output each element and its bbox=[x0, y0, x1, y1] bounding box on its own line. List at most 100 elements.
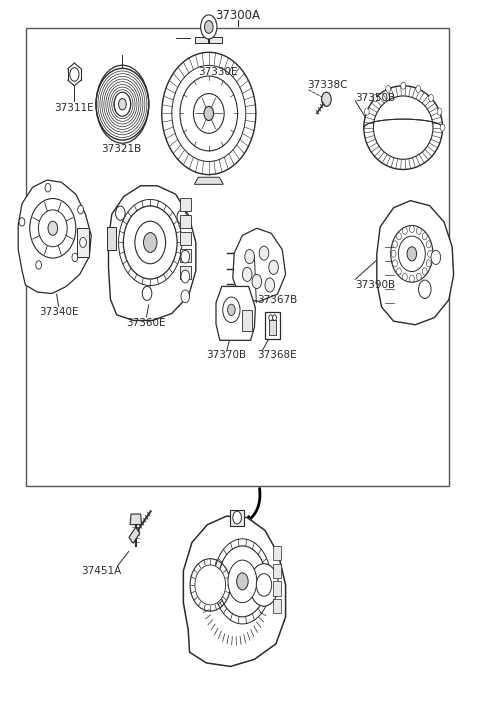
Circle shape bbox=[426, 241, 431, 248]
Bar bbox=[180, 215, 191, 228]
Text: 37311E: 37311E bbox=[55, 103, 94, 113]
Text: 37360E: 37360E bbox=[127, 318, 166, 328]
Ellipse shape bbox=[195, 565, 226, 605]
Circle shape bbox=[144, 233, 157, 252]
Circle shape bbox=[422, 233, 427, 240]
Bar bbox=[107, 227, 116, 250]
Text: 37390B: 37390B bbox=[355, 280, 396, 290]
Circle shape bbox=[181, 270, 190, 283]
Circle shape bbox=[422, 268, 427, 275]
Bar bbox=[269, 320, 276, 335]
Polygon shape bbox=[129, 527, 140, 543]
Circle shape bbox=[72, 253, 78, 262]
Circle shape bbox=[233, 511, 241, 524]
Circle shape bbox=[252, 274, 262, 289]
Text: 37330E: 37330E bbox=[199, 67, 238, 77]
Text: 37340E: 37340E bbox=[39, 307, 78, 317]
Ellipse shape bbox=[193, 94, 224, 133]
Circle shape bbox=[402, 273, 407, 280]
Circle shape bbox=[364, 108, 369, 115]
Circle shape bbox=[409, 275, 414, 282]
Bar bbox=[273, 564, 281, 578]
Ellipse shape bbox=[38, 210, 67, 247]
Bar bbox=[273, 546, 281, 560]
Bar bbox=[273, 599, 281, 613]
Circle shape bbox=[426, 259, 431, 267]
Bar bbox=[273, 581, 281, 596]
Ellipse shape bbox=[398, 236, 425, 272]
Circle shape bbox=[96, 65, 149, 143]
Ellipse shape bbox=[180, 76, 238, 151]
Circle shape bbox=[80, 238, 86, 247]
Circle shape bbox=[19, 218, 25, 226]
Polygon shape bbox=[377, 201, 454, 325]
Circle shape bbox=[245, 250, 254, 264]
Circle shape bbox=[431, 250, 441, 264]
Circle shape bbox=[429, 94, 433, 101]
Circle shape bbox=[269, 315, 273, 320]
Bar bbox=[180, 266, 191, 279]
Polygon shape bbox=[194, 177, 223, 184]
Polygon shape bbox=[130, 514, 142, 525]
Polygon shape bbox=[216, 286, 255, 340]
Circle shape bbox=[228, 304, 235, 316]
Circle shape bbox=[204, 106, 214, 121]
Circle shape bbox=[440, 124, 445, 131]
Polygon shape bbox=[18, 180, 91, 294]
Bar bbox=[265, 312, 280, 339]
Polygon shape bbox=[108, 186, 196, 320]
Circle shape bbox=[228, 560, 257, 603]
Circle shape bbox=[78, 206, 84, 214]
Text: 37367B: 37367B bbox=[257, 295, 298, 305]
Text: 37368E: 37368E bbox=[257, 350, 297, 360]
Circle shape bbox=[177, 210, 187, 224]
Bar bbox=[230, 510, 244, 526]
Ellipse shape bbox=[30, 199, 76, 258]
Circle shape bbox=[417, 273, 421, 280]
Text: 37338C: 37338C bbox=[307, 80, 348, 90]
Circle shape bbox=[391, 250, 396, 257]
Circle shape bbox=[181, 250, 190, 263]
Bar bbox=[242, 310, 252, 331]
Circle shape bbox=[428, 250, 432, 257]
Polygon shape bbox=[183, 516, 286, 666]
Text: 37451A: 37451A bbox=[81, 566, 121, 576]
Circle shape bbox=[273, 315, 276, 320]
Circle shape bbox=[223, 297, 240, 323]
Circle shape bbox=[417, 228, 421, 235]
Ellipse shape bbox=[391, 225, 433, 282]
Circle shape bbox=[181, 290, 190, 303]
Circle shape bbox=[204, 21, 213, 33]
Text: 37321B: 37321B bbox=[101, 144, 142, 154]
Circle shape bbox=[242, 267, 252, 281]
Circle shape bbox=[393, 241, 397, 248]
Circle shape bbox=[116, 206, 125, 220]
Circle shape bbox=[70, 67, 79, 82]
Circle shape bbox=[250, 564, 278, 606]
Text: 37370B: 37370B bbox=[206, 350, 247, 360]
Circle shape bbox=[396, 268, 401, 275]
Circle shape bbox=[419, 280, 431, 298]
Circle shape bbox=[373, 94, 378, 101]
Text: 37350B: 37350B bbox=[355, 93, 396, 103]
Circle shape bbox=[36, 261, 41, 269]
Bar bbox=[180, 198, 191, 211]
Circle shape bbox=[114, 92, 131, 116]
Circle shape bbox=[269, 260, 278, 274]
Circle shape bbox=[322, 92, 331, 106]
Circle shape bbox=[48, 221, 58, 235]
Bar bbox=[26, 28, 449, 486]
Circle shape bbox=[218, 546, 266, 617]
Circle shape bbox=[401, 82, 406, 89]
Bar bbox=[180, 249, 191, 262]
Circle shape bbox=[142, 286, 152, 301]
Circle shape bbox=[396, 233, 401, 240]
Bar bbox=[77, 228, 89, 257]
Circle shape bbox=[437, 108, 442, 115]
Circle shape bbox=[265, 278, 275, 292]
Circle shape bbox=[416, 85, 420, 92]
Polygon shape bbox=[195, 37, 222, 43]
Circle shape bbox=[256, 574, 272, 596]
Ellipse shape bbox=[135, 221, 166, 264]
Circle shape bbox=[386, 85, 391, 92]
